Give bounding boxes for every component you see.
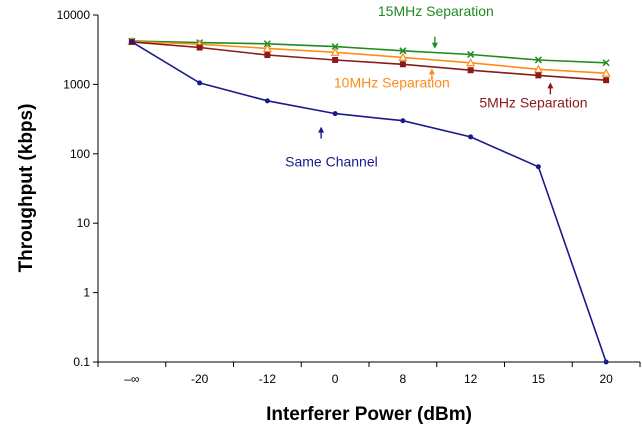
data-point — [466, 57, 476, 67]
data-point — [129, 39, 135, 45]
annotation-text: 10MHz Separation — [334, 74, 450, 90]
annotation-text: Same Channel — [285, 154, 378, 170]
data-point — [533, 64, 543, 73]
y-tick-label: 0.1 — [73, 355, 90, 369]
data-point — [264, 52, 271, 59]
data-point — [603, 359, 609, 365]
annotation-10mhz-separation: 10MHz Separation — [334, 68, 450, 90]
plot-area — [97, 15, 640, 363]
series-10mhz-separation — [127, 36, 611, 77]
annotation-arrowhead — [428, 68, 435, 75]
data-point — [468, 134, 474, 140]
data-point — [603, 77, 610, 84]
x-axis-title: Interferer Power (dBm) — [266, 404, 472, 425]
y-tick-label: 10 — [77, 216, 91, 230]
y-tick-label: 100 — [70, 147, 90, 161]
y-axis-ticks: 10000 1000 100 10 1 0.1 — [57, 8, 98, 369]
data-point — [467, 50, 475, 58]
x-tick-label: -12 — [259, 372, 277, 386]
y-tick-label: 1 — [83, 286, 90, 300]
x-tick-label: –∞ — [124, 372, 139, 386]
x-tick-label: 12 — [464, 372, 478, 386]
x-tick-label: -20 — [191, 372, 209, 386]
data-point — [332, 111, 338, 117]
y-axis-title: Throughput (kbps) — [16, 104, 37, 273]
annotation-15mhz-separation: 15MHz Separation — [378, 3, 494, 49]
data-point — [535, 164, 541, 170]
series-line — [131, 40, 607, 64]
series-line — [131, 40, 607, 74]
data-point — [331, 43, 339, 51]
series-15mhz-separation — [128, 37, 610, 67]
data-point — [399, 61, 406, 68]
data-point — [399, 47, 407, 55]
data-point — [332, 56, 339, 63]
series-layer — [127, 36, 611, 365]
data-point — [264, 98, 270, 104]
data-point — [196, 44, 203, 51]
annotation-same-channel: Same Channel — [285, 126, 378, 170]
x-tick-label: 0 — [332, 372, 339, 386]
data-point — [602, 59, 610, 67]
annotation-5mhz-separation: 5MHz Separation — [479, 82, 588, 110]
data-point — [262, 43, 272, 53]
data-point — [330, 47, 340, 56]
x-tick-label: 15 — [532, 372, 546, 386]
data-point — [467, 67, 474, 74]
data-point — [601, 68, 611, 77]
series-line — [131, 41, 607, 363]
series-same-channel — [129, 39, 609, 365]
x-tick-label: 8 — [400, 372, 407, 386]
data-point — [400, 118, 406, 124]
y-tick-label: 10000 — [57, 8, 91, 22]
annotation-arrowhead — [547, 82, 554, 89]
x-tick-label: 20 — [599, 372, 613, 386]
data-point — [398, 52, 408, 61]
data-point — [197, 80, 203, 86]
x-axis-ticks: –∞ -20 -12 0 8 12 15 20 — [97, 362, 641, 386]
annotation-text: 5MHz Separation — [479, 94, 587, 110]
annotation-arrowhead — [318, 126, 325, 133]
annotation-arrowhead — [431, 42, 438, 49]
y-tick-label: 1000 — [63, 77, 90, 91]
data-point — [535, 72, 542, 79]
annotation-layer: 15MHz Separation 10MHz Separation 5MHz Sep… — [285, 3, 587, 170]
series-line — [131, 41, 607, 81]
annotation-text: 15MHz Separation — [378, 3, 494, 19]
data-point — [534, 56, 542, 64]
